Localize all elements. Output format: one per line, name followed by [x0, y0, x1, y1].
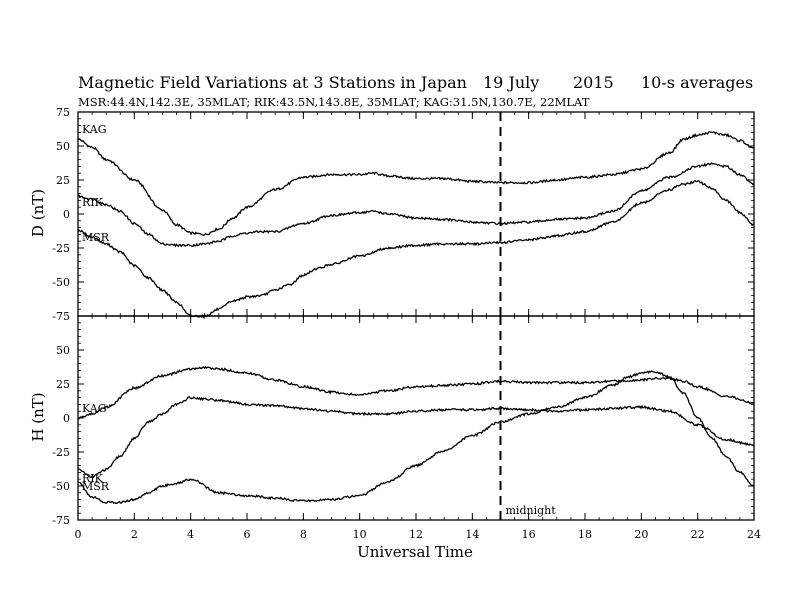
- midnight-annotation: midnight: [506, 504, 557, 517]
- xtick-label: 16: [522, 528, 536, 541]
- top-ytick-label: -50: [52, 276, 70, 289]
- chart-averaging: 10-s averages: [641, 73, 753, 92]
- top-plot-frame: [77, 111, 755, 317]
- top-ytick-label: 0: [63, 208, 70, 221]
- top-label-kag: KAG: [82, 123, 107, 136]
- chart-date-year: 2015: [573, 73, 614, 92]
- bottom-ytick-label: -50: [52, 480, 70, 493]
- bottom-ytick-label: -25: [52, 446, 70, 459]
- xtick-label: 10: [353, 528, 367, 541]
- d-component-panel: 75 50 25 0 -25 -50 -75 KAG RIK MSR: [52, 106, 755, 323]
- bottom-plot-frame: [77, 315, 755, 521]
- bottom-label-msr: MSR: [82, 480, 110, 493]
- bottom-ylabel: H (nT): [29, 392, 47, 441]
- chart-date-day: 19 July: [483, 73, 539, 92]
- xtick-label: 0: [75, 528, 82, 541]
- xlabel: Universal Time: [357, 543, 473, 561]
- xtick-label: 18: [578, 528, 592, 541]
- top-label-msr: MSR: [82, 231, 110, 244]
- xtick-label: 4: [187, 528, 194, 541]
- top-ytick-label: -25: [52, 242, 70, 255]
- top-ytick-label: 25: [56, 174, 70, 187]
- xtick-label: 2: [131, 528, 138, 541]
- bottom-ytick-label: -75: [52, 514, 70, 527]
- top-ylabel: D (nT): [29, 189, 47, 237]
- chart-title: Magnetic Field Variations at 3 Stations …: [78, 73, 467, 92]
- bottom-ytick-label: 25: [56, 378, 70, 391]
- bottom-series-msr: [77, 370, 755, 504]
- bottom-series-rik: [77, 396, 755, 479]
- top-series-rik: [77, 162, 755, 248]
- top-ytick-label: 50: [56, 140, 70, 153]
- top-series-kag: [77, 131, 755, 237]
- xtick-label: 8: [300, 528, 307, 541]
- bottom-ytick-label: 50: [56, 344, 70, 357]
- station-coordinates: MSR:44.4N,142.3E, 35MLAT; RIK:43.5N,143.…: [78, 95, 590, 109]
- xtick-label: 24: [747, 528, 761, 541]
- top-series-msr: [77, 179, 755, 319]
- xtick-label: 20: [634, 528, 648, 541]
- bottom-ytick-label: 0: [63, 412, 70, 425]
- top-ytick-label: 75: [56, 106, 70, 119]
- top-ytick-label: -75: [52, 310, 70, 323]
- bottom-series-kag: [77, 365, 755, 420]
- top-label-rik: RIK: [82, 196, 104, 209]
- bottom-label-kag: KAG: [82, 402, 107, 415]
- xtick-label: 12: [409, 528, 423, 541]
- xtick-label: 6: [244, 528, 251, 541]
- bottom-label-rik: RIK: [82, 472, 104, 485]
- xtick-label: 14: [465, 528, 479, 541]
- xtick-label: 22: [691, 528, 705, 541]
